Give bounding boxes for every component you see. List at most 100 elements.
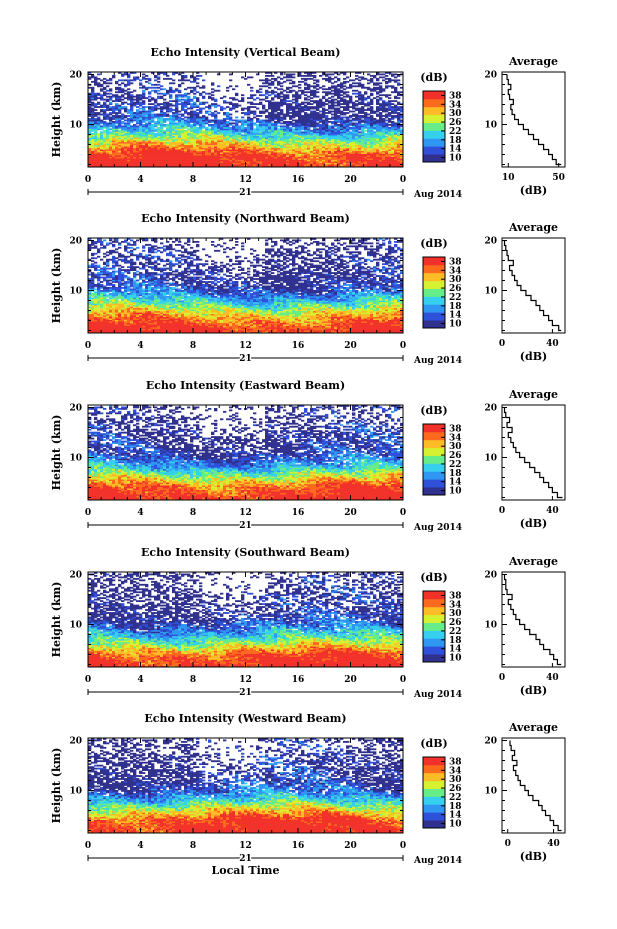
heatmap-cell bbox=[106, 114, 109, 116]
heatmap-cell bbox=[328, 87, 331, 89]
heatmap-cell bbox=[316, 122, 319, 124]
heatmap-cell bbox=[169, 103, 172, 105]
heatmap-cell bbox=[187, 112, 190, 114]
heatmap-cell bbox=[100, 131, 103, 133]
heatmap-cell bbox=[130, 94, 133, 96]
heatmap-cell bbox=[241, 112, 244, 114]
heatmap-cell bbox=[121, 79, 124, 81]
heatmap-cell bbox=[343, 99, 346, 101]
heatmap-cell bbox=[394, 96, 397, 98]
heatmap-cell bbox=[289, 79, 292, 81]
heatmap-cell bbox=[391, 100, 394, 102]
heatmap-cell bbox=[274, 121, 277, 123]
heatmap-cell bbox=[253, 128, 256, 130]
heatmap-cell bbox=[184, 130, 187, 132]
heatmap-cell bbox=[175, 94, 178, 96]
heatmap-cell bbox=[340, 103, 343, 105]
heatmap-cell bbox=[352, 111, 355, 113]
heatmap-cell bbox=[190, 111, 193, 113]
heatmap-cell bbox=[355, 85, 358, 87]
heatmap-cell bbox=[253, 103, 256, 105]
heatmap-cell bbox=[229, 73, 232, 75]
heatmap-cell bbox=[178, 94, 181, 96]
heatmap-cell bbox=[127, 103, 130, 105]
heatmap-cell bbox=[373, 131, 376, 133]
heatmap-cell bbox=[229, 122, 232, 124]
heatmap-cell bbox=[301, 106, 304, 108]
heatmap-cell bbox=[385, 122, 388, 124]
heatmap-cell bbox=[100, 88, 103, 90]
heatmap-cell bbox=[286, 79, 289, 81]
heatmap-cell bbox=[346, 87, 349, 89]
heatmap-cell bbox=[208, 114, 211, 116]
x-tick-label: 0 bbox=[85, 175, 91, 185]
heatmap-cell bbox=[157, 87, 160, 89]
heatmap-cell bbox=[151, 103, 154, 105]
heatmap-cell bbox=[133, 124, 136, 126]
heatmap-cell bbox=[115, 91, 118, 93]
heatmap-cell bbox=[298, 81, 301, 83]
heatmap-cell bbox=[199, 75, 202, 77]
heatmap-cell bbox=[337, 124, 340, 126]
heatmap-cell bbox=[382, 88, 385, 90]
heatmap-cell bbox=[97, 73, 100, 75]
heatmap-cell bbox=[208, 105, 211, 107]
heatmap-cell bbox=[211, 120, 214, 122]
heatmap-cell bbox=[88, 76, 91, 78]
heatmap-cell bbox=[361, 124, 364, 126]
heatmap-cell bbox=[295, 120, 298, 122]
heatmap-cell bbox=[214, 111, 217, 113]
heatmap-cell bbox=[340, 106, 343, 108]
heatmap-cell bbox=[391, 73, 394, 75]
heatmap-cell bbox=[160, 106, 163, 108]
heatmap-cell bbox=[238, 120, 241, 122]
heatmap-cell bbox=[316, 128, 319, 130]
heatmap-cell bbox=[310, 90, 313, 92]
heatmap-cell bbox=[220, 106, 223, 108]
heatmap-cell bbox=[235, 93, 238, 95]
heatmap-cell bbox=[127, 91, 130, 93]
heatmap-cell bbox=[106, 93, 109, 95]
heatmap-cell bbox=[259, 99, 262, 101]
heatmap-cell bbox=[364, 103, 367, 105]
heatmap-cell bbox=[352, 93, 355, 95]
heatmap-cell bbox=[286, 91, 289, 93]
heatmap-cell bbox=[208, 93, 211, 95]
heatmap-cell bbox=[259, 88, 262, 90]
heatmap-cell bbox=[142, 76, 145, 78]
heatmap-cell bbox=[205, 102, 208, 104]
heatmap-cell bbox=[127, 109, 130, 111]
heatmap-cell bbox=[190, 103, 193, 105]
heatmap-cell bbox=[145, 111, 148, 113]
heatmap-cell bbox=[181, 75, 184, 77]
heatmap-cell bbox=[274, 87, 277, 89]
heatmap-cell bbox=[211, 97, 214, 99]
heatmap-cell bbox=[205, 111, 208, 113]
heatmap-cell bbox=[352, 114, 355, 116]
heatmap-cell bbox=[250, 106, 253, 108]
heatmap-cell bbox=[268, 91, 271, 93]
heatmap-cell bbox=[304, 102, 307, 104]
heatmap-cell bbox=[313, 90, 316, 92]
heatmap-cell bbox=[166, 118, 169, 120]
heatmap-cell bbox=[202, 85, 205, 87]
heatmap-cell bbox=[280, 88, 283, 90]
heatmap-cell bbox=[265, 96, 268, 98]
heatmap-cell bbox=[388, 94, 391, 96]
heatmap-cell bbox=[172, 105, 175, 107]
heatmap-cell bbox=[328, 105, 331, 107]
heatmap-cell bbox=[361, 120, 364, 122]
heatmap-cell bbox=[355, 108, 358, 110]
heatmap-cell bbox=[283, 90, 286, 92]
heatmap-cell bbox=[337, 84, 340, 86]
heatmap-cell bbox=[232, 120, 235, 122]
heatmap-cell bbox=[313, 75, 316, 77]
heatmap-cell bbox=[238, 105, 241, 107]
heatmap-cell bbox=[334, 99, 337, 101]
heatmap-cell bbox=[112, 75, 115, 77]
heatmap-cell bbox=[265, 115, 268, 117]
heatmap-cell bbox=[94, 103, 97, 105]
heatmap-cell bbox=[385, 94, 388, 96]
heatmap-cell bbox=[349, 84, 352, 86]
heatmap-cell bbox=[373, 111, 376, 113]
